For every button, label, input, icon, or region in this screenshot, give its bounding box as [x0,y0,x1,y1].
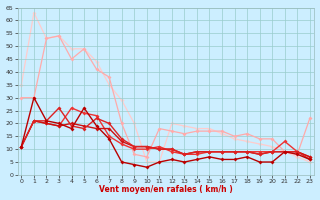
X-axis label: Vent moyen/en rafales ( km/h ): Vent moyen/en rafales ( km/h ) [99,185,232,194]
